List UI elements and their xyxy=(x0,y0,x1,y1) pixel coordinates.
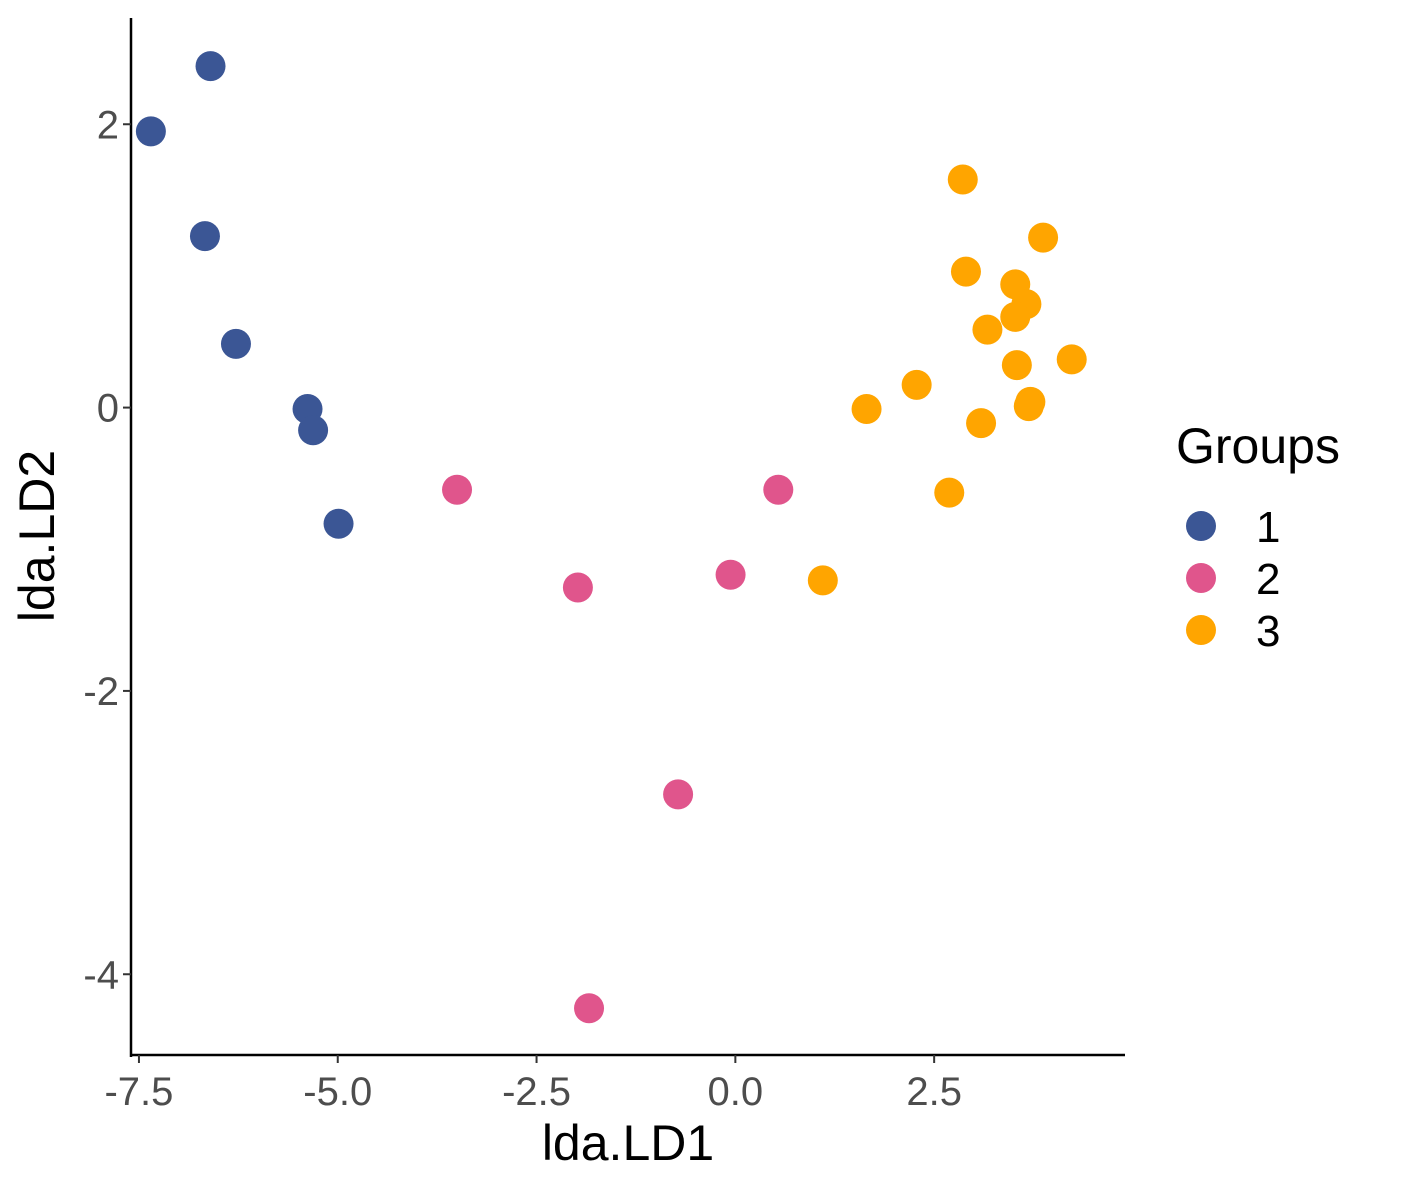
data-point-group-1 xyxy=(323,508,354,539)
data-point-group-3 xyxy=(972,314,1003,345)
data-point-group-2 xyxy=(763,474,794,505)
legend: Groups 123 xyxy=(1176,418,1340,656)
data-point-group-1 xyxy=(135,116,166,147)
x-tick-label: -7.5 xyxy=(104,1070,173,1114)
axes-layer: -7.5 -5.0 -2.5 0.0 2.5 2 0 -2 -4 xyxy=(83,18,1125,1114)
x-tick-label: -2.5 xyxy=(502,1070,571,1114)
data-point-group-3 xyxy=(807,565,838,596)
data-point-group-3 xyxy=(934,477,965,508)
data-point-group-3 xyxy=(966,408,997,439)
x-axis-title: lda.LD1 xyxy=(542,1115,714,1171)
data-point-group-2 xyxy=(663,779,694,810)
y-tick-label: -2 xyxy=(83,670,119,714)
data-point-group-2 xyxy=(715,559,746,590)
points-layer xyxy=(135,51,1087,1024)
y-tick-label: -4 xyxy=(83,953,119,997)
y-axis-title: lda.LD2 xyxy=(9,450,65,622)
legend-label-group-3: 3 xyxy=(1256,607,1280,656)
data-point-group-1 xyxy=(298,415,329,446)
data-point-group-1 xyxy=(220,328,251,359)
data-point-group-3 xyxy=(1056,344,1087,375)
legend-label-group-2: 2 xyxy=(1256,555,1280,604)
data-point-group-2 xyxy=(562,572,593,603)
legend-key-group-2 xyxy=(1186,563,1216,593)
data-point-group-1 xyxy=(189,221,220,252)
legend-title: Groups xyxy=(1176,418,1340,474)
x-tick-label: -5.0 xyxy=(303,1070,372,1114)
x-tick-label: 0.0 xyxy=(708,1070,764,1114)
data-point-group-3 xyxy=(1000,301,1031,332)
y-tick-label: 2 xyxy=(97,103,119,147)
legend-key-group-3 xyxy=(1186,615,1216,645)
data-point-group-1 xyxy=(195,51,226,82)
legend-items: 123 xyxy=(1186,503,1280,656)
data-point-group-3 xyxy=(1028,222,1059,253)
data-point-group-3 xyxy=(950,256,981,287)
legend-key-group-1 xyxy=(1186,511,1216,541)
y-tick-label: 0 xyxy=(97,387,119,431)
data-point-group-3 xyxy=(1001,350,1032,381)
data-point-group-3 xyxy=(851,394,882,424)
data-point-group-3 xyxy=(1013,391,1044,422)
legend-label-group-1: 1 xyxy=(1256,503,1280,552)
data-point-group-3 xyxy=(901,369,932,400)
data-point-group-3 xyxy=(947,164,978,195)
x-tick-label: 2.5 xyxy=(906,1070,962,1114)
data-point-group-2 xyxy=(442,474,473,505)
data-point-group-2 xyxy=(574,993,605,1024)
